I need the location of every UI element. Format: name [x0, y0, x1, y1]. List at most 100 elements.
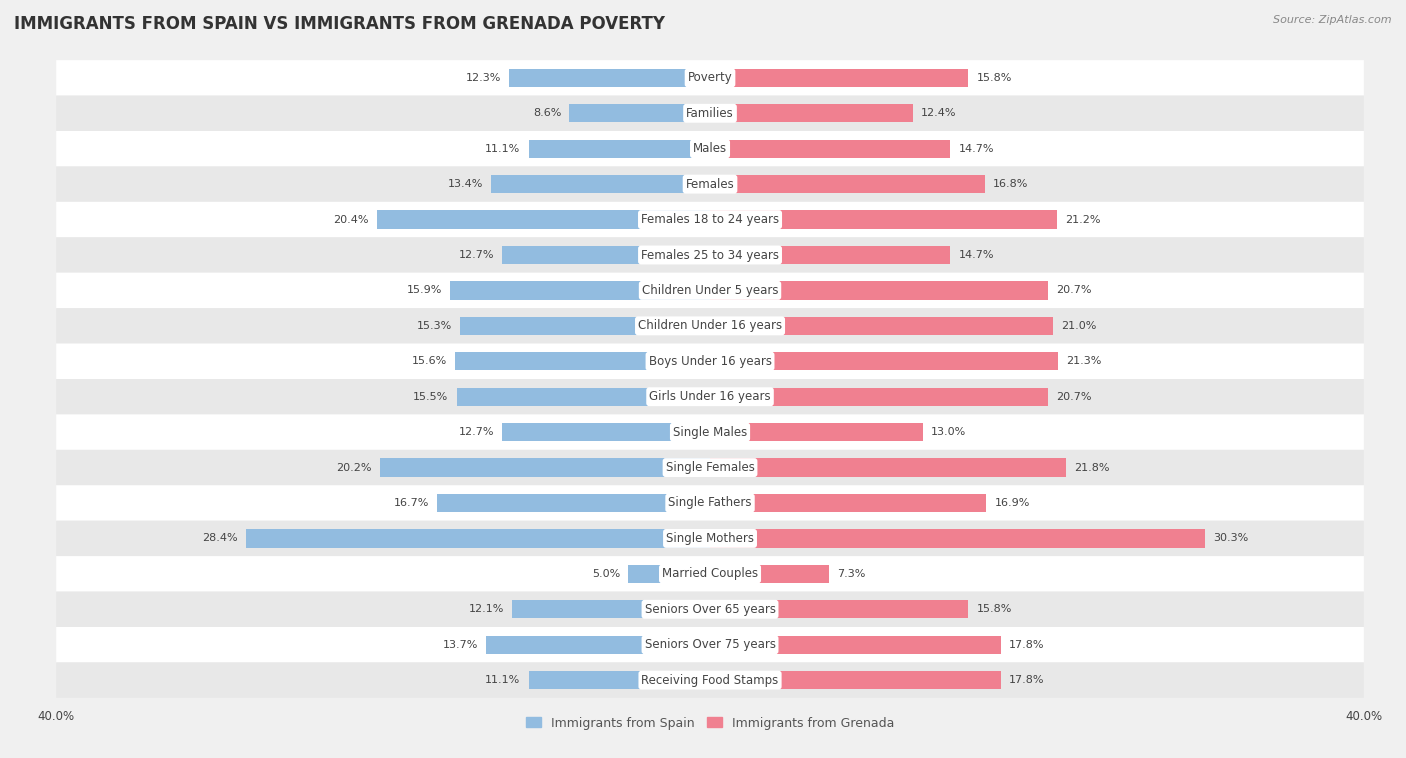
- Text: 14.7%: 14.7%: [959, 250, 994, 260]
- Bar: [710, 175, 984, 193]
- Bar: [377, 211, 710, 229]
- Text: 28.4%: 28.4%: [202, 534, 238, 543]
- Bar: [509, 69, 710, 87]
- Text: 20.4%: 20.4%: [333, 215, 368, 224]
- Bar: [437, 493, 710, 512]
- FancyBboxPatch shape: [56, 485, 1364, 521]
- Bar: [456, 352, 710, 371]
- Text: Receiving Food Stamps: Receiving Food Stamps: [641, 674, 779, 687]
- Text: 16.7%: 16.7%: [394, 498, 429, 508]
- Text: 12.7%: 12.7%: [458, 250, 495, 260]
- Text: Females 18 to 24 years: Females 18 to 24 years: [641, 213, 779, 226]
- Bar: [457, 387, 710, 406]
- Text: 15.6%: 15.6%: [412, 356, 447, 366]
- Text: Children Under 5 years: Children Under 5 years: [641, 284, 779, 297]
- Bar: [529, 671, 710, 689]
- Text: 11.1%: 11.1%: [485, 144, 520, 154]
- FancyBboxPatch shape: [56, 556, 1364, 591]
- FancyBboxPatch shape: [56, 167, 1364, 202]
- FancyBboxPatch shape: [56, 60, 1364, 96]
- FancyBboxPatch shape: [56, 449, 1364, 485]
- Text: 14.7%: 14.7%: [959, 144, 994, 154]
- FancyBboxPatch shape: [56, 96, 1364, 131]
- Text: 12.4%: 12.4%: [921, 108, 956, 118]
- Bar: [450, 281, 710, 299]
- Text: 15.8%: 15.8%: [976, 73, 1012, 83]
- FancyBboxPatch shape: [56, 237, 1364, 273]
- Text: 20.7%: 20.7%: [1056, 392, 1092, 402]
- Text: 20.7%: 20.7%: [1056, 286, 1092, 296]
- Text: Poverty: Poverty: [688, 71, 733, 84]
- Text: 21.8%: 21.8%: [1074, 462, 1109, 472]
- Text: 12.3%: 12.3%: [465, 73, 501, 83]
- Text: Children Under 16 years: Children Under 16 years: [638, 319, 782, 332]
- Text: Single Mothers: Single Mothers: [666, 532, 754, 545]
- Bar: [512, 600, 710, 619]
- Text: Seniors Over 75 years: Seniors Over 75 years: [644, 638, 776, 651]
- Bar: [502, 246, 710, 265]
- Text: Seniors Over 65 years: Seniors Over 65 years: [644, 603, 776, 615]
- Text: 15.3%: 15.3%: [416, 321, 451, 330]
- FancyBboxPatch shape: [56, 202, 1364, 237]
- Bar: [710, 600, 969, 619]
- Text: 12.7%: 12.7%: [458, 428, 495, 437]
- Bar: [710, 529, 1205, 547]
- Text: 30.3%: 30.3%: [1213, 534, 1249, 543]
- Legend: Immigrants from Spain, Immigrants from Grenada: Immigrants from Spain, Immigrants from G…: [520, 712, 900, 735]
- Text: Males: Males: [693, 143, 727, 155]
- FancyBboxPatch shape: [56, 379, 1364, 415]
- Text: 17.8%: 17.8%: [1010, 675, 1045, 685]
- Text: Single Fathers: Single Fathers: [668, 496, 752, 509]
- Bar: [710, 246, 950, 265]
- FancyBboxPatch shape: [56, 309, 1364, 343]
- Bar: [486, 635, 710, 654]
- Text: Females: Females: [686, 177, 734, 191]
- Bar: [246, 529, 710, 547]
- Text: 5.0%: 5.0%: [592, 568, 620, 579]
- Bar: [710, 423, 922, 441]
- FancyBboxPatch shape: [56, 273, 1364, 309]
- Text: 12.1%: 12.1%: [468, 604, 505, 614]
- Text: Single Females: Single Females: [665, 461, 755, 474]
- Text: 17.8%: 17.8%: [1010, 640, 1045, 650]
- Bar: [710, 139, 950, 158]
- Text: IMMIGRANTS FROM SPAIN VS IMMIGRANTS FROM GRENADA POVERTY: IMMIGRANTS FROM SPAIN VS IMMIGRANTS FROM…: [14, 15, 665, 33]
- Text: 16.8%: 16.8%: [993, 179, 1028, 190]
- Text: Single Males: Single Males: [673, 426, 747, 439]
- Text: 13.7%: 13.7%: [443, 640, 478, 650]
- Text: Married Couples: Married Couples: [662, 567, 758, 581]
- Bar: [529, 139, 710, 158]
- Bar: [628, 565, 710, 583]
- Text: Source: ZipAtlas.com: Source: ZipAtlas.com: [1274, 15, 1392, 25]
- Text: 20.2%: 20.2%: [336, 462, 371, 472]
- FancyBboxPatch shape: [56, 415, 1364, 449]
- Bar: [380, 459, 710, 477]
- Bar: [710, 671, 1001, 689]
- Text: Families: Families: [686, 107, 734, 120]
- Bar: [710, 281, 1049, 299]
- Text: 8.6%: 8.6%: [533, 108, 561, 118]
- Text: 13.4%: 13.4%: [447, 179, 482, 190]
- Text: 13.0%: 13.0%: [931, 428, 966, 437]
- Bar: [710, 352, 1059, 371]
- FancyBboxPatch shape: [56, 343, 1364, 379]
- Text: 21.3%: 21.3%: [1066, 356, 1102, 366]
- Text: 15.5%: 15.5%: [413, 392, 449, 402]
- Bar: [710, 317, 1053, 335]
- FancyBboxPatch shape: [56, 627, 1364, 662]
- Text: 16.9%: 16.9%: [994, 498, 1029, 508]
- Bar: [460, 317, 710, 335]
- Text: 11.1%: 11.1%: [485, 675, 520, 685]
- Bar: [710, 459, 1066, 477]
- Bar: [569, 104, 710, 123]
- Text: 21.2%: 21.2%: [1064, 215, 1101, 224]
- Bar: [710, 565, 830, 583]
- Bar: [710, 104, 912, 123]
- FancyBboxPatch shape: [56, 131, 1364, 167]
- Text: 21.0%: 21.0%: [1062, 321, 1097, 330]
- FancyBboxPatch shape: [56, 662, 1364, 698]
- Text: 15.8%: 15.8%: [976, 604, 1012, 614]
- Bar: [710, 69, 969, 87]
- Text: 7.3%: 7.3%: [838, 568, 866, 579]
- Text: Girls Under 16 years: Girls Under 16 years: [650, 390, 770, 403]
